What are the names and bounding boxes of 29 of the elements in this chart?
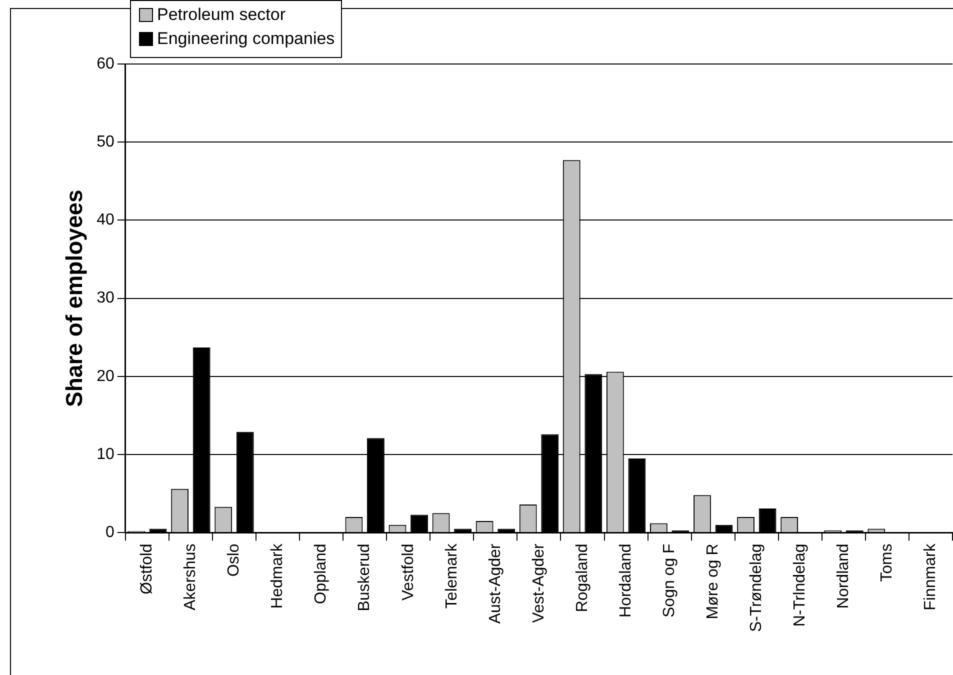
x-tick-label: Sogn og F <box>660 543 678 618</box>
x-tick-label: Buskerud <box>356 544 374 612</box>
x-tick-label: S-Trøndelag <box>748 544 766 632</box>
x-tick-label: Toms <box>878 544 896 582</box>
x-tick-label: Nordland <box>835 544 852 609</box>
y-tick-label: 60 <box>96 55 114 72</box>
x-tick-label: Hordaland <box>617 544 634 618</box>
y-tick-label: 50 <box>96 134 114 151</box>
y-tick-label: 10 <box>96 446 114 463</box>
x-tick-label: Telemark <box>443 542 460 609</box>
legend-label: Engineering companies <box>157 29 335 49</box>
y-axis-title: Share of employees <box>61 190 88 407</box>
y-tick-label: 20 <box>96 368 114 385</box>
y-tick-label: 30 <box>96 290 114 307</box>
y-tick-label: 40 <box>96 212 114 229</box>
x-tick-label: Østfold <box>138 544 156 594</box>
legend-label: Petroleum sector <box>157 5 286 25</box>
x-tick-label: Vestfold <box>400 544 417 601</box>
y-tick-label: 0 <box>105 524 114 542</box>
x-tick-label: Akershus <box>182 544 200 610</box>
x-tick-label: Oppland <box>312 544 330 604</box>
x-tick-label: Vest-Agder <box>530 543 548 623</box>
x-tick-label: Rogaland <box>574 544 591 612</box>
x-tick-label: Hedmark <box>269 542 286 609</box>
x-tick-label: Oslo <box>226 544 243 577</box>
x-tick-label: Aust-Agder <box>486 543 504 624</box>
x-tick-label: N-Trlndelag <box>792 544 809 627</box>
x-tick-label: Møre og R <box>704 544 722 620</box>
x-tick-label: Finnmark <box>922 542 940 610</box>
